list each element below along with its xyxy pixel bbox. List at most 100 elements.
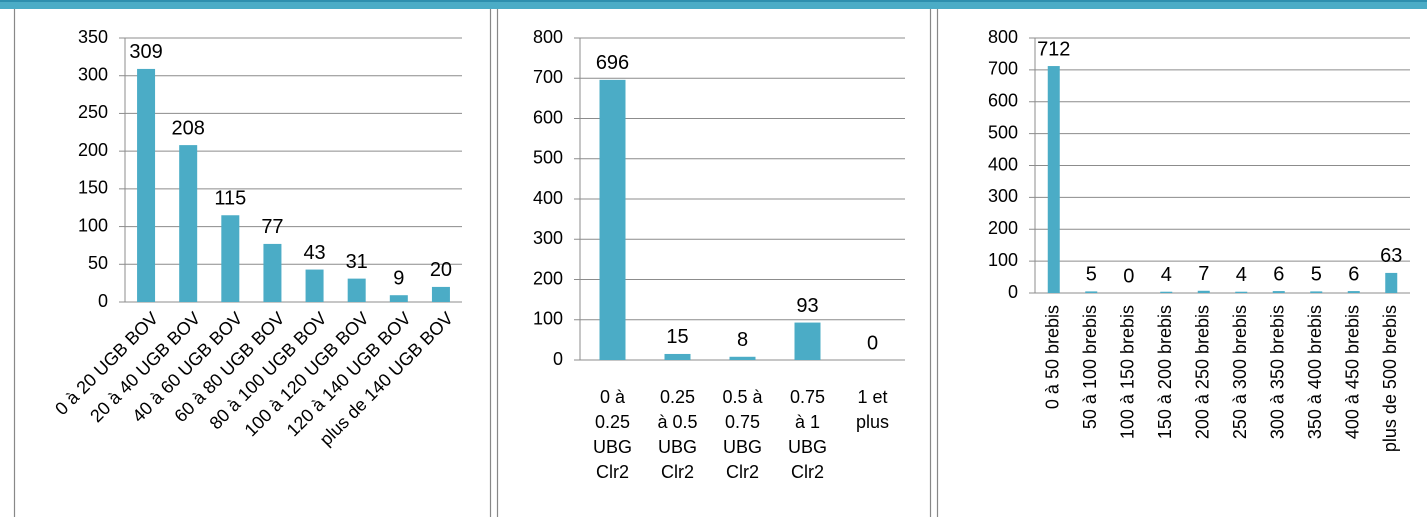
bar [1047,66,1060,293]
y-tick-label: 300 [78,64,108,84]
data-label: 77 [261,216,283,238]
y-tick-label: 700 [988,59,1018,79]
bar [599,79,626,361]
y-tick-label: 500 [533,148,563,168]
x-tick-label: UBG [788,437,827,457]
x-tick-label: à 0.5 [657,412,697,432]
data-label: 115 [214,188,246,210]
y-tick-label: 500 [988,122,1018,142]
data-label: 9 [393,267,404,289]
bar [1385,272,1398,293]
data-label: 93 [796,295,818,317]
x-tick-label: Clr2 [661,462,694,482]
bar [1197,290,1210,293]
data-label: 0 [867,332,878,354]
x-tick-label: UBG [593,437,632,457]
y-tick-label: 300 [988,186,1018,206]
y-tick-label: 300 [533,228,563,248]
x-tick-label: UBG [723,437,762,457]
x-tick-label: 0.75 [790,387,825,407]
bar [389,295,408,302]
y-tick-label: 700 [533,67,563,87]
x-tick-label: 0.5 à [722,387,763,407]
data-label: 15 [666,326,688,348]
data-label: 309 [129,41,162,63]
y-tick-label: 100 [78,215,108,235]
x-tick-label: 0.75 [725,412,760,432]
bar [305,269,324,302]
data-label: 696 [596,52,629,74]
x-tick-label: 200 à 250 brebis [1193,305,1213,439]
x-tick-label: 150 à 200 brebis [1155,305,1175,439]
y-tick-label: 100 [988,250,1018,270]
x-tick-label: 0.25 [660,387,695,407]
top-band [0,0,1427,9]
x-tick-label: UBG [658,437,697,457]
data-label: 0 [1123,265,1134,287]
y-tick-label: 350 [78,27,108,47]
y-tick-label: 50 [88,253,108,273]
bar [1310,291,1323,293]
y-tick-label: 150 [78,178,108,198]
bar [221,215,240,302]
y-tick-label: 400 [988,154,1018,174]
x-tick-label: 50 à 100 brebis [1080,305,1100,429]
x-tick-label: 300 à 350 brebis [1268,305,1288,439]
y-tick-label: 0 [1008,282,1018,302]
x-tick-label: à 1 [795,412,820,432]
y-tick-label: 0 [553,349,563,369]
bar [347,278,366,302]
x-tick-label: 250 à 300 brebis [1230,305,1250,439]
data-label: 7 [1198,263,1209,285]
y-tick-label: 400 [533,188,563,208]
data-label: 6 [1348,263,1359,285]
bar [1272,291,1285,293]
bar [1160,291,1173,293]
data-label: 712 [1037,38,1070,60]
y-tick-label: 200 [988,218,1018,238]
bar [137,68,156,302]
x-tick-label: 350 à 400 brebis [1305,305,1325,439]
data-label: 5 [1086,264,1097,286]
data-label: 20 [430,259,452,281]
bar [431,286,450,302]
y-tick-label: 800 [533,27,563,47]
y-tick-label: 0 [98,291,108,311]
x-tick-label: 0 à [600,387,626,407]
y-tick-label: 800 [988,27,1018,47]
x-tick-label: 100 à 150 brebis [1118,305,1138,439]
data-label: 8 [737,329,748,351]
y-tick-label: 100 [533,309,563,329]
data-label: 4 [1161,264,1172,286]
y-tick-label: 600 [988,91,1018,111]
x-tick-label: Clr2 [726,462,759,482]
x-tick-label: 400 à 450 brebis [1343,305,1363,439]
y-tick-label: 200 [533,268,563,288]
y-tick-label: 250 [78,102,108,122]
bar [263,243,282,302]
bar [1347,291,1360,293]
data-label: 6 [1273,263,1284,285]
x-tick-label: plus de 500 brebis [1380,305,1400,452]
data-label: 208 [172,117,205,139]
data-label: 5 [1311,264,1322,286]
bar [729,356,756,360]
bar [1085,291,1098,293]
bar [664,353,691,360]
y-tick-label: 200 [78,140,108,160]
data-label: 63 [1380,245,1402,267]
y-tick-label: 600 [533,107,563,127]
x-tick-label: Clr2 [791,462,824,482]
x-tick-label: 0 à 50 brebis [1043,305,1063,409]
x-tick-label: plus [856,412,889,432]
bar [179,145,198,302]
panel-borders [13,9,939,517]
data-label: 31 [346,251,368,273]
x-tick-label: 0.25 [595,412,630,432]
data-label: 43 [303,242,325,264]
x-tick-label: Clr2 [596,462,629,482]
bar [1235,291,1248,293]
x-tick-label: 1 et [857,387,887,407]
top-band-edge [0,0,1427,2]
